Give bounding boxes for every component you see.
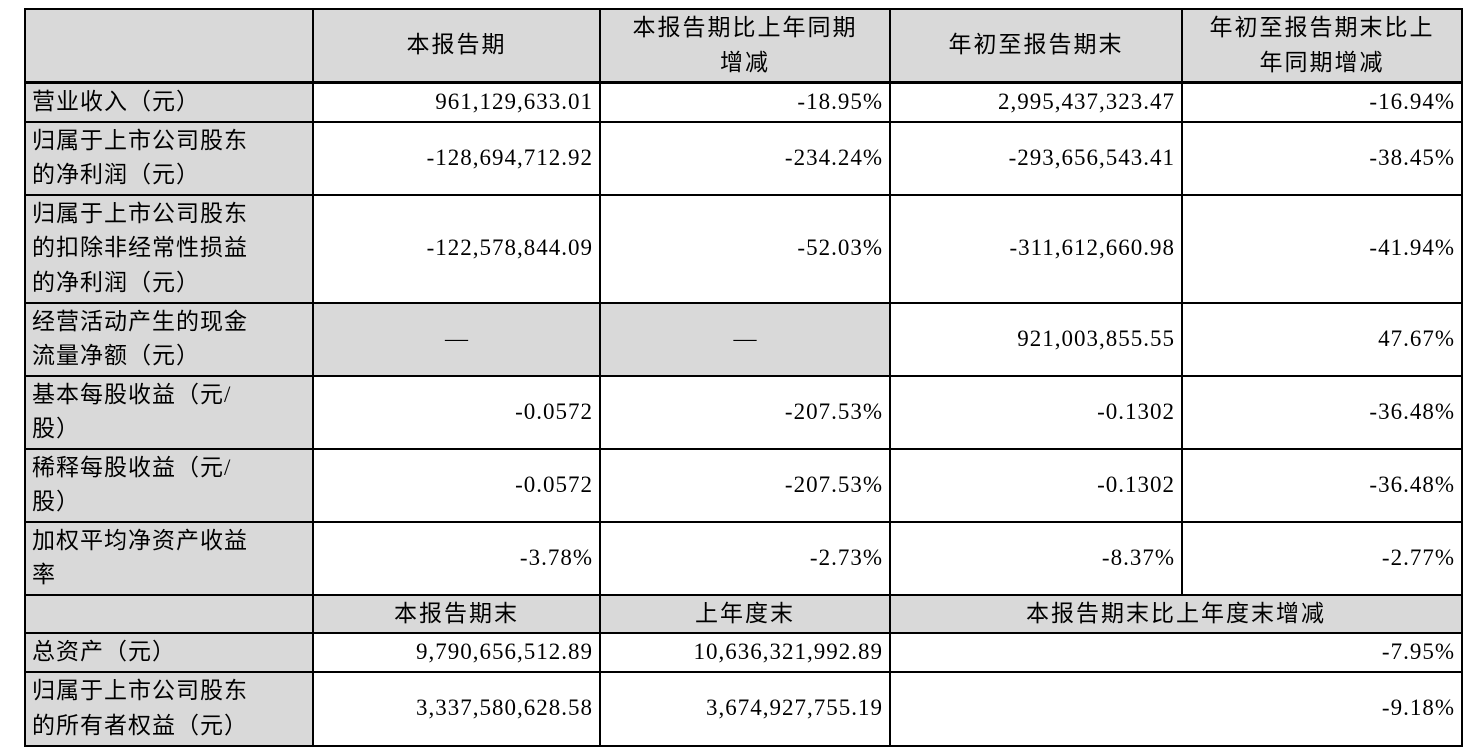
row-label: 经营活动产生的现金 流量净额（元） (24, 301, 314, 377)
cell-change-vs-prior-year-end: -7.95% (889, 632, 1463, 673)
row-label: 归属于上市公司股东 的扣除非经常性损益 的净利润（元） (24, 193, 314, 304)
header-year-to-date-yoy-change: 年初至报告期末比上 年同期增减 (1181, 8, 1463, 84)
table-row-net-profit-attributable: 归属于上市公司股东 的净利润（元） -128,694,712.92 -234.2… (24, 120, 1463, 196)
header-year-to-date: 年初至报告期末 (889, 8, 1183, 84)
row-label: 归属于上市公司股东 的所有者权益（元） (24, 670, 314, 747)
cell-current-period-yoy: -18.95% (599, 81, 891, 123)
cell-current-period: -128,694,712.92 (312, 120, 601, 196)
header-end-of-prior-year: 上年度末 (599, 593, 891, 634)
cell-year-to-date: 2,995,437,323.47 (889, 81, 1183, 123)
cell-year-to-date: -293,656,543.41 (889, 120, 1183, 196)
table-header-row-period: 本报告期 本报告期比上年同期 增减 年初至报告期末 年初至报告期末比上 年同期增… (24, 8, 1463, 84)
cell-year-to-date: -8.37% (889, 520, 1183, 596)
cell-year-to-date-yoy: 47.67% (1181, 301, 1463, 377)
header-blank-cell (24, 8, 314, 84)
table-row-operating-cash-flow: 经营活动产生的现金 流量净额（元） — — 921,003,855.55 47.… (24, 301, 1463, 377)
cell-end-of-prior-year: 3,674,927,755.19 (599, 670, 891, 747)
row-label: 营业收入（元） (24, 81, 314, 123)
cell-year-to-date-yoy: -38.45% (1181, 120, 1463, 196)
cell-year-to-date-yoy: -36.48% (1181, 447, 1463, 523)
table-header-row-period-end: 本报告期末 上年度末 本报告期末比上年度末增减 (24, 593, 1463, 634)
cell-end-of-period: 3,337,580,628.58 (312, 670, 601, 747)
cell-current-period-yoy: -2.73% (599, 520, 891, 596)
cell-current-period-na: — (312, 301, 601, 377)
header-current-period: 本报告期 (312, 8, 601, 84)
table-row-diluted-eps: 稀释每股收益（元/ 股） -0.0572 -207.53% -0.1302 -3… (24, 447, 1463, 523)
header-current-period-yoy-change: 本报告期比上年同期 增减 (599, 8, 891, 84)
row-label: 总资产（元） (24, 632, 314, 673)
header-period-end-vs-prior-year-change: 本报告期末比上年度末增减 (889, 593, 1463, 634)
cell-current-period-yoy-na: — (599, 301, 891, 377)
table-row-weighted-avg-roe: 加权平均净资产收益 率 -3.78% -2.73% -8.37% -2.77% (24, 520, 1463, 596)
cell-year-to-date-yoy: -2.77% (1181, 520, 1463, 596)
row-label: 稀释每股收益（元/ 股） (24, 447, 314, 523)
cell-current-period-yoy: -234.24% (599, 120, 891, 196)
table-row-operating-revenue: 营业收入（元） 961,129,633.01 -18.95% 2,995,437… (24, 81, 1463, 123)
cell-year-to-date-yoy: -41.94% (1181, 193, 1463, 304)
cell-current-period: 961,129,633.01 (312, 81, 601, 123)
cell-end-of-prior-year: 10,636,321,992.89 (599, 632, 891, 673)
cell-year-to-date: 921,003,855.55 (889, 301, 1183, 377)
cell-current-period-yoy: -52.03% (599, 193, 891, 304)
cell-current-period: -122,578,844.09 (312, 193, 601, 304)
cell-current-period-yoy: -207.53% (599, 447, 891, 523)
row-label: 归属于上市公司股东 的净利润（元） (24, 120, 314, 196)
table-row-total-assets: 总资产（元） 9,790,656,512.89 10,636,321,992.8… (24, 632, 1463, 673)
cell-current-period: -0.0572 (312, 447, 601, 523)
cell-end-of-period: 9,790,656,512.89 (312, 632, 601, 673)
cell-year-to-date: -0.1302 (889, 447, 1183, 523)
financial-summary-table: 本报告期 本报告期比上年同期 增减 年初至报告期末 年初至报告期末比上 年同期增… (24, 8, 1463, 747)
cell-change-vs-prior-year-end: -9.18% (889, 670, 1463, 747)
table-row-basic-eps: 基本每股收益（元/ 股） -0.0572 -207.53% -0.1302 -3… (24, 374, 1463, 450)
cell-current-period: -3.78% (312, 520, 601, 596)
cell-year-to-date: -0.1302 (889, 374, 1183, 450)
cell-year-to-date-yoy: -16.94% (1181, 81, 1463, 123)
cell-current-period-yoy: -207.53% (599, 374, 891, 450)
table-row-equity-attributable: 归属于上市公司股东 的所有者权益（元） 3,337,580,628.58 3,6… (24, 670, 1463, 747)
table-row-net-profit-excl-nonrecurring: 归属于上市公司股东 的扣除非经常性损益 的净利润（元） -122,578,844… (24, 193, 1463, 304)
cell-year-to-date-yoy: -36.48% (1181, 374, 1463, 450)
cell-current-period: -0.0572 (312, 374, 601, 450)
header-end-of-period: 本报告期末 (312, 593, 601, 634)
cell-year-to-date: -311,612,660.98 (889, 193, 1183, 304)
row-label: 基本每股收益（元/ 股） (24, 374, 314, 450)
row-label: 加权平均净资产收益 率 (24, 520, 314, 596)
header-blank-cell (24, 593, 314, 634)
